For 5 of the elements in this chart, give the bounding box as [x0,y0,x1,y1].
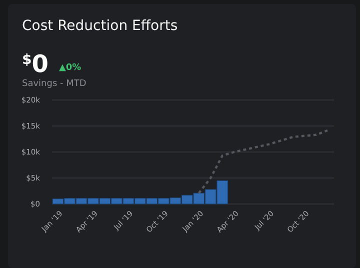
text: ▲0% [59,63,82,73]
text: $^{$}$0 [22,50,48,78]
chart-title: Cost Reduction Efforts [22,18,178,34]
text: Savings - MTD [22,79,86,89]
line-series [198,129,330,194]
